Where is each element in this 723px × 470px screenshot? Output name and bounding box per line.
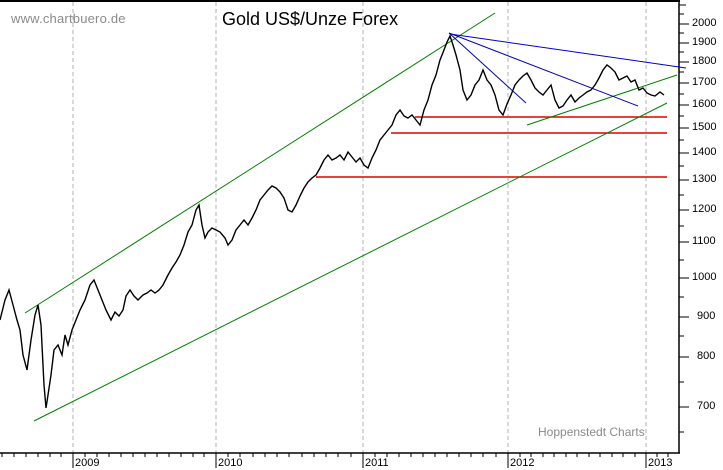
x-tick-label: 2013 — [648, 457, 673, 469]
y-tick-label: 900 — [697, 310, 716, 322]
price-series — [0, 34, 665, 409]
y-tick-label: 1500 — [692, 121, 717, 133]
trend-channel — [24, 12, 678, 422]
y-tick-label: 2000 — [692, 17, 717, 29]
credit-label: Hoppenstedt Charts — [538, 425, 645, 439]
grid-lines — [72, 2, 647, 453]
x-tick-label: 2010 — [218, 457, 243, 469]
y-tick-label: 1900 — [692, 36, 717, 48]
x-tick-label: 2011 — [365, 457, 389, 469]
chart-title: Gold US$/Unze Forex — [222, 9, 399, 29]
y-tick-label: 1600 — [692, 98, 717, 110]
y-tick-label: 1000 — [692, 271, 717, 283]
y-tick-label: 1800 — [692, 55, 717, 67]
y-tick-label: 1200 — [692, 203, 717, 215]
y-tick-label: 700 — [697, 400, 716, 412]
y-tick-label: 1400 — [692, 146, 717, 158]
y-tick-label: 800 — [697, 350, 716, 362]
y-tick-label: 1700 — [692, 76, 717, 88]
x-tick-label: 2009 — [75, 457, 100, 469]
axes — [0, 0, 680, 454]
y-ticks — [679, 4, 689, 433]
y-tick-label: 1100 — [692, 235, 716, 247]
x-ticks — [1, 453, 669, 468]
y-tick-label: 1300 — [692, 173, 717, 185]
watermark: www.chartbuero.de — [11, 11, 126, 26]
x-tick-label: 2012 — [510, 457, 535, 469]
top-border — [0, 0, 680, 2]
support-lines — [316, 116, 667, 178]
